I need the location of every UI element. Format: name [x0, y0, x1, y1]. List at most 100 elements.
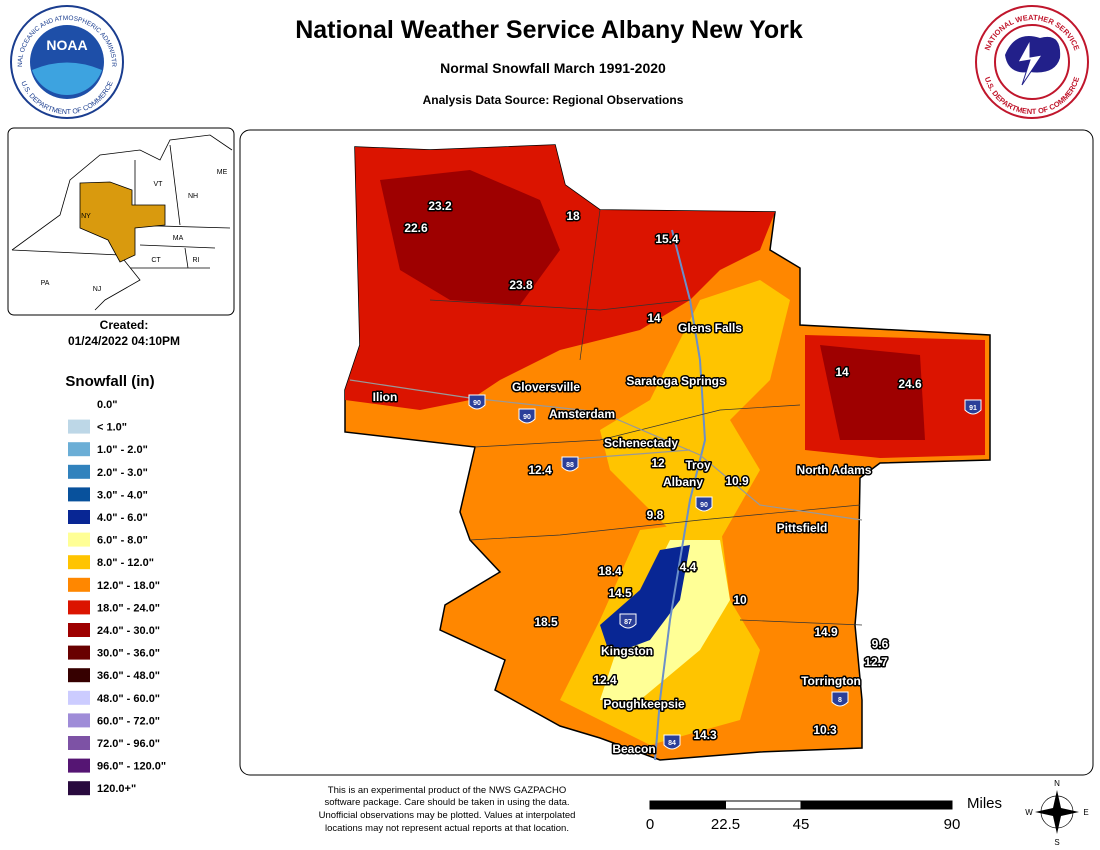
logo-text: NOAA: [46, 37, 87, 53]
interstate-shield: [561, 456, 579, 472]
inset-label: VT: [154, 181, 164, 188]
legend-label: 18.0" - 24.0": [97, 602, 160, 614]
city-label: Torrington: [801, 674, 861, 688]
title: National Weather Service Albany New York: [295, 16, 803, 44]
interstate-label: 87: [624, 619, 632, 626]
disclaimer-line: Unofficial observations may be plotted. …: [319, 810, 576, 821]
scale-unit: Miles: [967, 795, 1002, 812]
interstate-label: 8: [838, 697, 842, 704]
legend-swatch: [68, 645, 90, 660]
station-value: 9.6: [872, 637, 889, 651]
scale-segment: [725, 800, 802, 810]
map: [344, 144, 991, 761]
station-value: 12.7: [864, 655, 888, 669]
city-label: Saratoga Springs: [626, 374, 726, 388]
interstate-label: 90: [473, 400, 481, 407]
county-line: [429, 209, 863, 626]
legend-label: 96.0" - 120.0": [97, 761, 166, 773]
legend-swatch: [68, 736, 90, 750]
interstate-shield: [663, 734, 681, 750]
station-value: 10.3: [813, 723, 837, 737]
legend-label: 8.0" - 12.0": [97, 557, 154, 569]
legend-swatch: [68, 623, 90, 637]
legend-swatch: [68, 758, 90, 773]
interstate-label: 90: [523, 414, 531, 421]
station-value: 23.8: [509, 278, 533, 292]
inset-region: [79, 181, 166, 263]
legend-swatch: [68, 442, 90, 457]
source: Analysis Data Source: Regional Observati…: [423, 93, 684, 107]
legend-swatch: [68, 577, 90, 592]
scale-segment: [800, 800, 953, 810]
station-value: 9.8: [647, 508, 664, 522]
station-value: 18: [566, 209, 580, 223]
city-label: Troy: [685, 458, 711, 472]
legend-swatch: [68, 690, 90, 705]
city-label: Albany: [663, 475, 703, 489]
compass-letter: S: [1054, 838, 1059, 847]
scale-tick-label: 22.5: [711, 816, 740, 833]
station-value: 14.3: [693, 728, 717, 742]
region-fill: [820, 345, 925, 440]
station-value: 14: [835, 365, 849, 379]
inset-label: RI: [193, 257, 200, 264]
created-label: Created:: [100, 318, 149, 332]
inset-label: PA: [41, 280, 50, 287]
legend-label: 12.0" - 18.0": [97, 580, 160, 592]
legend-label: 1.0" - 2.0": [97, 444, 148, 456]
station-value: 14.5: [608, 586, 632, 600]
interstate-shield: [518, 408, 536, 424]
subtitle: Normal Snowfall March 1991-2020: [440, 60, 666, 76]
station-value: 4.4: [680, 560, 697, 574]
station-value: 15.4: [655, 232, 679, 246]
region-fill: [380, 170, 560, 305]
legend-label: 4.0" - 6.0": [97, 512, 148, 524]
interstate-shield: [619, 613, 637, 629]
city-label: Gloversville: [512, 380, 580, 394]
legend-swatch: [68, 510, 90, 524]
legend-label: 2.0" - 3.0": [97, 467, 148, 479]
noaa-logo: NOAA NATIONAL OCEANIC AND ATMOSPHERIC AD…: [0, 0, 124, 119]
city-label: Beacon: [612, 742, 655, 756]
station-value: 18.5: [534, 615, 558, 629]
legend-label: 30.0" - 36.0": [97, 648, 160, 660]
legend-swatch: [68, 487, 90, 502]
legend-label: 3.0" - 4.0": [97, 489, 148, 501]
station-value: 10.9: [725, 474, 749, 488]
station-value: 14: [647, 311, 661, 325]
compass-star: [1035, 790, 1079, 834]
disclaimer-line: software package. Care should be taken i…: [324, 797, 569, 808]
legend-title: Snowfall (in): [65, 373, 154, 390]
city-label: North Adams: [797, 463, 872, 477]
legend-label: 0.0": [97, 399, 118, 411]
disclaimer: This is an experimental product of the N…: [319, 785, 576, 834]
logo-bolt: [1017, 39, 1044, 86]
region-fill: [600, 280, 790, 540]
interstate-label: 91: [969, 405, 977, 412]
disclaimer-line: This is an experimental product of the N…: [328, 785, 566, 796]
logo-wave: [32, 62, 102, 96]
inset-label: NJ: [93, 286, 102, 293]
inset-border: [11, 134, 233, 311]
city-label: Kingston: [601, 644, 653, 658]
scale-tick-label: 45: [793, 816, 810, 833]
legend-label: 48.0" - 60.0": [97, 693, 160, 705]
interstate-shield: [468, 394, 486, 410]
legend-swatch: [68, 600, 90, 615]
inset-label: NH: [188, 193, 198, 200]
interstate-label: 90: [700, 502, 708, 509]
inset-label: MA: [173, 235, 184, 242]
legend-swatch: [68, 668, 90, 683]
legend-swatch: [68, 532, 90, 547]
city-label: Glens Falls: [678, 321, 742, 335]
scale-segment: [649, 800, 726, 810]
logo-cloud: [1005, 36, 1061, 73]
disclaimer-line: locations may not represent actual repor…: [325, 823, 569, 834]
legend-swatch: [68, 781, 90, 796]
city-label: Pittsfield: [777, 521, 828, 535]
inset-label: CT: [151, 257, 161, 264]
legend-swatch: [68, 713, 90, 728]
scale-tick-label: 90: [944, 816, 961, 833]
station-value: 14.9: [814, 625, 838, 639]
